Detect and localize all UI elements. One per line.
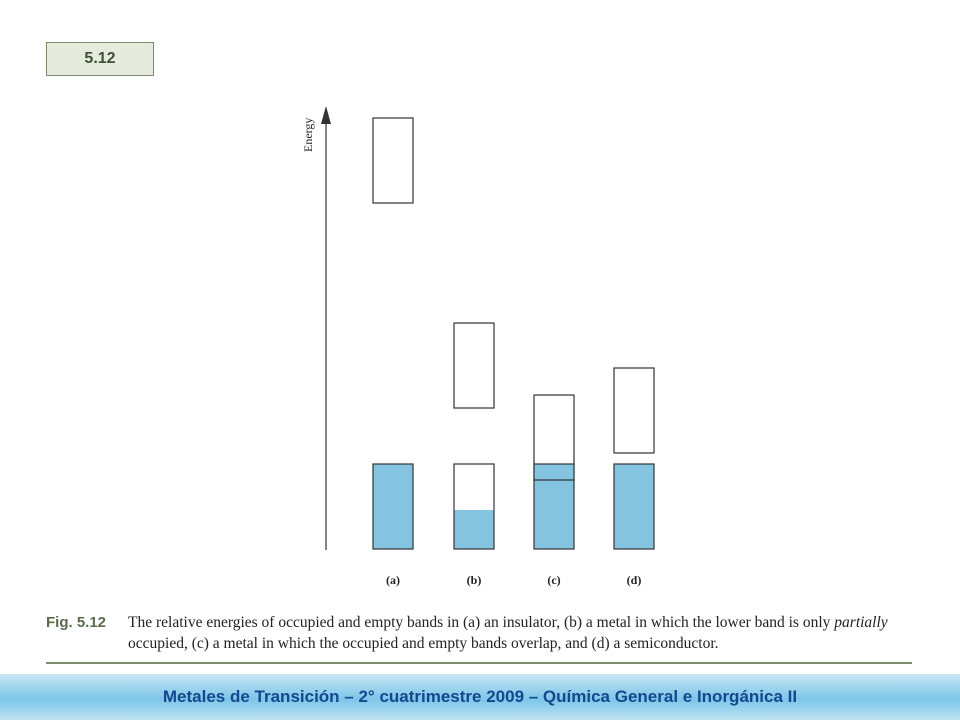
figure-label: Fig. 5.12 — [46, 614, 107, 631]
footer-bar: Metales de Transición – 2° cuatrimestre … — [0, 674, 960, 720]
band-c-lower — [533, 463, 575, 550]
column-label-d: (d) — [627, 573, 642, 587]
caption-part2: occupied, (c) a metal in which the occup… — [128, 635, 719, 652]
column-label-a: (a) — [386, 573, 400, 587]
slide-number: 5.12 — [84, 50, 116, 67]
band-d-upper — [613, 367, 655, 454]
divider-rule — [46, 662, 912, 664]
caption-part1: The relative energies of occupied and em… — [128, 614, 831, 631]
band-b-lower-fill — [454, 510, 494, 549]
band-a-lower — [372, 463, 414, 550]
caption-italic: partially — [834, 614, 888, 631]
band-b-upper — [453, 322, 495, 409]
band-d-lower — [613, 463, 655, 550]
band-b-lower — [453, 463, 495, 550]
footer-text: Metales de Transición – 2° cuatrimestre … — [162, 687, 798, 706]
energy-axis-label: Energy — [301, 118, 315, 152]
energy-axis-arrowhead — [321, 106, 331, 124]
column-label-c: (c) — [547, 573, 560, 587]
column-label-b: (b) — [467, 573, 482, 587]
slide-number-badge: 5.12 — [46, 42, 154, 76]
band-a-upper — [372, 117, 414, 204]
figure-caption: The relative energies of occupied and em… — [128, 612, 918, 654]
